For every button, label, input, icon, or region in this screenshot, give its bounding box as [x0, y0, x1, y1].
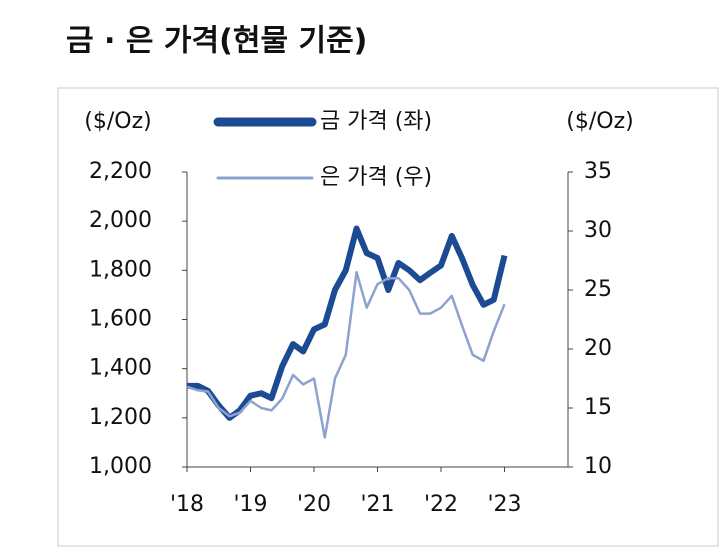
y-tick-label: 1,600 [89, 307, 152, 332]
x-tick-label: '22 [424, 492, 458, 517]
x-tick-label: '21 [360, 492, 394, 517]
x-tick-label: '18 [170, 492, 204, 517]
y2-axis-label: ($/Oz) [566, 109, 633, 134]
y2-tick-label: 15 [584, 395, 612, 420]
y-tick-label: 2,200 [89, 159, 152, 184]
y2-tick-label: 25 [584, 277, 612, 302]
chart-title: 금 · 은 가격(현물 기준) [66, 24, 367, 59]
x-tick-label: '20 [297, 492, 331, 517]
y2-tick-label: 35 [584, 159, 612, 184]
frame [57, 87, 719, 547]
legend-label: 은 가격 (우) [320, 165, 432, 190]
y2-tick-label: 20 [584, 336, 612, 361]
y2-tick-label: 10 [584, 454, 612, 479]
legend-label: 금 가격 (좌) [320, 109, 432, 134]
series-line [186, 271, 506, 439]
y-tick-label: 1,400 [89, 356, 152, 381]
y-tick-label: 1,200 [89, 405, 152, 430]
y-tick-label: 1,800 [89, 257, 152, 282]
series-line [187, 225, 508, 421]
y-axis-label: ($/Oz) [84, 109, 151, 134]
x-tick-label: '19 [233, 492, 267, 517]
x-tick-label: '23 [487, 492, 521, 517]
y-tick-label: 2,000 [89, 208, 152, 233]
y-tick-label: 1,000 [89, 454, 152, 479]
y2-tick-label: 30 [584, 218, 612, 243]
